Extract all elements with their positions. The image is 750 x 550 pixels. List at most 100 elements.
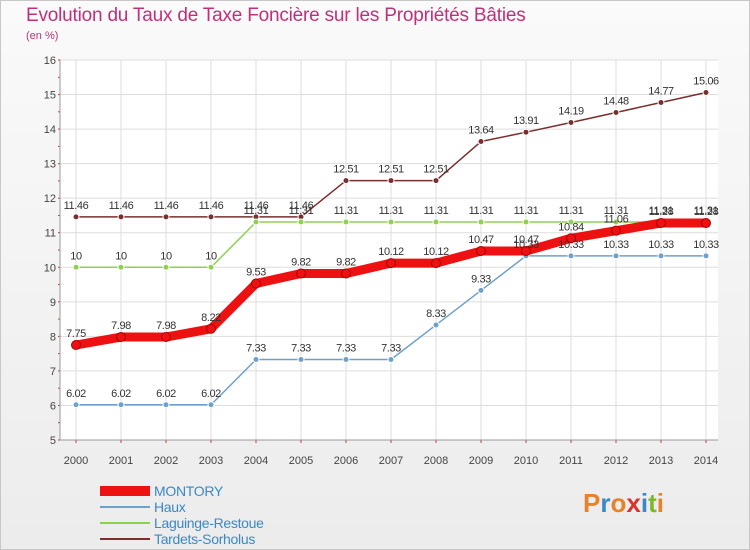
data-label: 15.06 — [693, 75, 719, 87]
logo-letter: i — [656, 488, 664, 518]
data-label: 9.53 — [246, 267, 266, 279]
data-label: 11.46 — [244, 200, 269, 212]
logo-letter: t — [648, 488, 657, 518]
x-tick-label: 2001 — [109, 455, 133, 467]
data-label: 6.02 — [156, 388, 176, 400]
data-label: 10.12 — [378, 246, 404, 258]
y-tick-label: 10 — [44, 262, 56, 274]
data-point — [72, 213, 80, 221]
data-label: 10.33 — [648, 239, 674, 251]
chart-title: Evolution du Taux de Taxe Foncière sur l… — [26, 5, 526, 26]
data-label: 10.84 — [558, 221, 584, 233]
data-point — [297, 218, 305, 226]
y-tick-label: 14 — [44, 124, 56, 136]
data-label: 10 — [160, 250, 172, 262]
data-label: 9.82 — [291, 256, 311, 268]
x-tick-label: 2010 — [514, 455, 538, 467]
data-label: 10.12 — [423, 246, 449, 258]
data-point — [611, 225, 621, 236]
data-label: 10 — [205, 250, 217, 262]
data-label: 10.33 — [513, 239, 539, 251]
data-label: 8.33 — [426, 308, 446, 320]
data-point — [657, 252, 665, 260]
data-point — [522, 128, 530, 136]
data-label: 7.33 — [291, 343, 311, 355]
data-point — [117, 213, 125, 221]
data-label: 9.82 — [336, 256, 356, 268]
data-point — [477, 286, 485, 294]
data-point — [657, 98, 665, 106]
data-point — [162, 213, 170, 221]
data-point — [341, 268, 351, 279]
data-point — [702, 252, 710, 260]
legend-swatch-tardets-sorholus — [100, 538, 150, 540]
data-label: 10 — [115, 250, 127, 262]
data-point — [612, 252, 620, 260]
y-tick-label: 12 — [44, 193, 56, 205]
proxiti-logo: Proxiti — [583, 488, 664, 519]
y-tick-label: 16 — [44, 55, 56, 67]
data-label: 11.31 — [514, 205, 539, 217]
data-point — [72, 401, 80, 409]
data-point — [477, 218, 485, 226]
data-point — [432, 321, 440, 329]
data-point — [432, 177, 440, 185]
data-point — [207, 401, 215, 409]
data-label: 14.48 — [603, 96, 629, 108]
data-label: 11.28 — [694, 206, 719, 218]
x-tick-label: 2013 — [649, 455, 673, 467]
data-label: 11.31 — [559, 205, 584, 217]
legend-swatch-haux — [100, 506, 150, 508]
data-label: 11.31 — [289, 205, 314, 217]
data-label: 13.64 — [468, 125, 494, 137]
y-tick-label: 11 — [45, 228, 56, 240]
data-point — [387, 356, 395, 364]
data-point — [387, 218, 395, 226]
data-label: 7.33 — [246, 343, 266, 355]
data-point — [387, 177, 395, 185]
data-point — [522, 218, 530, 226]
x-tick-label: 2000 — [64, 455, 88, 467]
data-label: 7.33 — [336, 343, 356, 355]
chart-subtitle: (en %) — [26, 30, 59, 42]
data-label: 10.47 — [468, 234, 494, 246]
data-point — [252, 218, 260, 226]
y-tick-label: 13 — [44, 159, 56, 171]
data-point — [116, 332, 126, 343]
data-label: 11.31 — [334, 205, 359, 217]
data-point — [71, 340, 81, 350]
x-tick-label: 2012 — [604, 455, 628, 467]
data-label: 12.51 — [378, 164, 404, 176]
data-point — [566, 233, 576, 244]
data-point — [612, 109, 620, 117]
data-label: 11.28 — [649, 206, 674, 218]
data-label: 11.46 — [199, 200, 224, 212]
logo-letter: r — [600, 488, 611, 518]
logo-letter: o — [610, 488, 627, 518]
data-point — [252, 356, 260, 364]
data-point — [161, 332, 171, 343]
data-point — [342, 356, 350, 364]
x-tick-label: 2004 — [244, 455, 268, 467]
data-label: 11.31 — [694, 205, 719, 217]
data-point — [476, 246, 486, 257]
data-label: 11.06 — [604, 214, 629, 226]
logo-letter: i — [640, 488, 649, 518]
data-label: 14.77 — [648, 85, 674, 97]
legend-label-montory: MONTORY — [154, 483, 223, 499]
legend-swatch-montory — [100, 486, 150, 496]
data-label: 7.75 — [66, 328, 86, 340]
data-label: 7.98 — [111, 320, 131, 332]
data-point — [117, 263, 125, 271]
y-tick-label: 15 — [44, 90, 56, 102]
data-point — [431, 258, 441, 269]
x-tick-label: 2003 — [199, 455, 223, 467]
data-point — [72, 263, 80, 271]
data-label: 11.31 — [604, 205, 629, 217]
x-tick-label: 2014 — [694, 455, 718, 467]
data-point — [117, 401, 125, 409]
data-label: 8.22 — [201, 312, 221, 324]
data-point — [477, 138, 485, 146]
data-point — [342, 218, 350, 226]
data-label: 6.02 — [201, 388, 221, 400]
